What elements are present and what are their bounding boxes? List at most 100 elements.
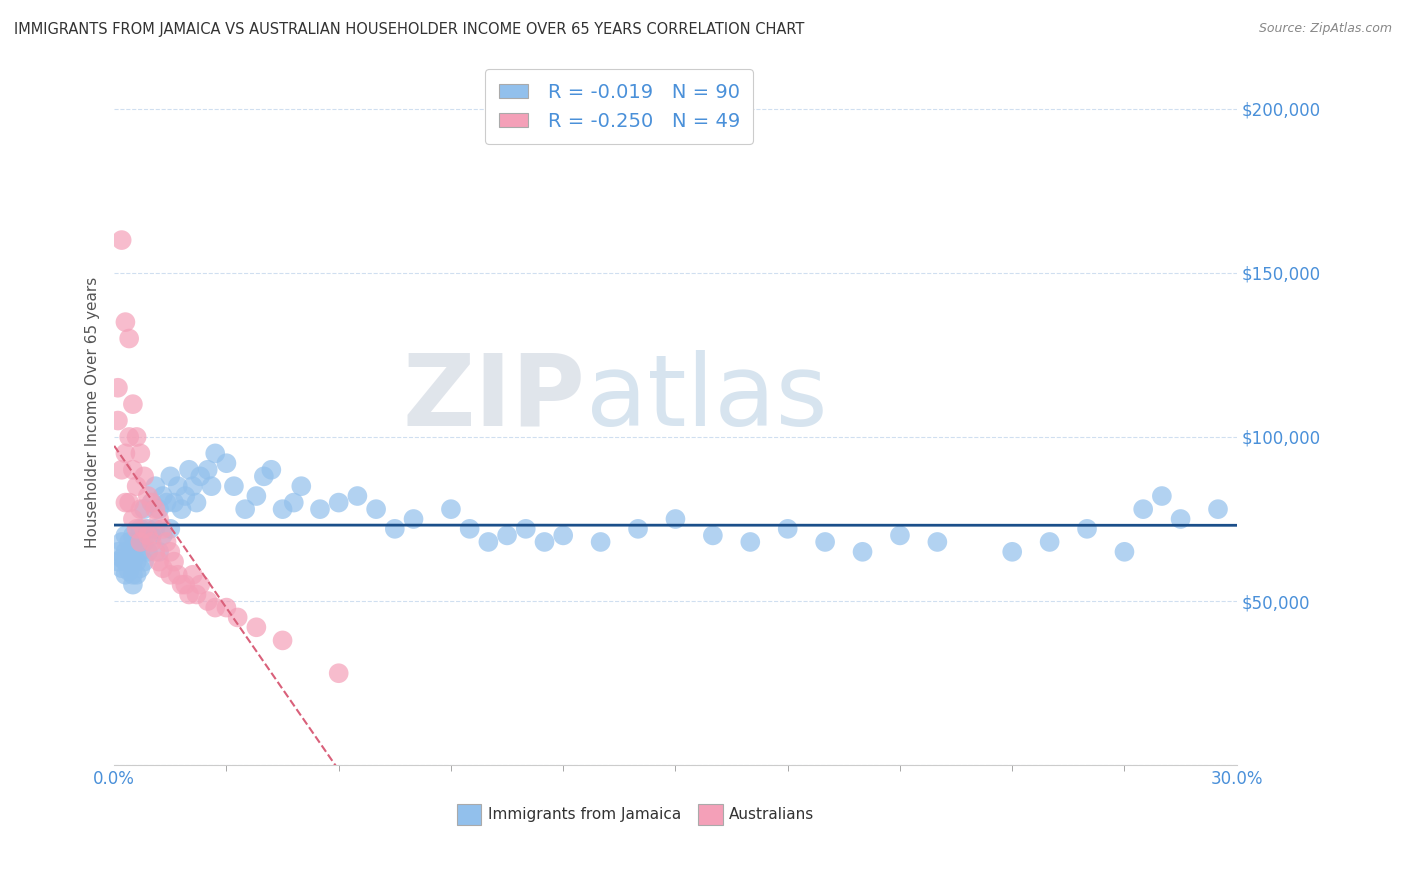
Point xyxy=(118,430,141,444)
Point xyxy=(664,512,686,526)
Point xyxy=(136,522,159,536)
Point xyxy=(107,555,129,569)
Point xyxy=(1170,512,1192,526)
Point xyxy=(125,430,148,444)
Point xyxy=(188,469,211,483)
Point xyxy=(122,397,145,411)
Point xyxy=(163,495,186,509)
Point xyxy=(134,535,156,549)
Point xyxy=(226,610,249,624)
Point xyxy=(245,489,267,503)
Point xyxy=(200,479,222,493)
Point xyxy=(111,233,134,247)
Point xyxy=(143,502,166,516)
Point xyxy=(125,479,148,493)
Point xyxy=(215,600,238,615)
Point xyxy=(188,577,211,591)
Point xyxy=(496,528,519,542)
Point xyxy=(776,522,799,536)
Point xyxy=(328,495,350,509)
Point xyxy=(111,551,134,566)
Legend: R = -0.019   N = 90, R = -0.250   N = 49: R = -0.019 N = 90, R = -0.250 N = 49 xyxy=(485,70,754,145)
Point xyxy=(166,567,188,582)
Point xyxy=(159,545,181,559)
Point xyxy=(125,538,148,552)
Point xyxy=(553,528,575,542)
Point xyxy=(384,522,406,536)
Bar xyxy=(457,804,481,825)
Point xyxy=(118,565,141,579)
Point xyxy=(129,535,152,549)
Point xyxy=(174,577,197,591)
Point xyxy=(148,512,170,526)
Point xyxy=(627,522,650,536)
Point xyxy=(114,567,136,582)
Point xyxy=(702,528,724,542)
Point xyxy=(1114,545,1136,559)
Point xyxy=(107,413,129,427)
Point xyxy=(152,522,174,536)
Point xyxy=(402,512,425,526)
Point xyxy=(134,469,156,483)
Text: Australians: Australians xyxy=(730,807,814,822)
Point xyxy=(440,502,463,516)
Point xyxy=(170,502,193,516)
Point xyxy=(1001,545,1024,559)
Point xyxy=(114,495,136,509)
Point xyxy=(458,522,481,536)
Point xyxy=(129,545,152,559)
Text: ZIP: ZIP xyxy=(402,350,586,447)
Point xyxy=(122,577,145,591)
Point xyxy=(927,535,949,549)
Point xyxy=(152,561,174,575)
Point xyxy=(515,522,537,536)
Point xyxy=(107,381,129,395)
Point xyxy=(245,620,267,634)
Point xyxy=(118,535,141,549)
Point xyxy=(125,567,148,582)
Point xyxy=(1076,522,1098,536)
Point xyxy=(148,545,170,559)
Point xyxy=(174,489,197,503)
Point xyxy=(197,594,219,608)
Point xyxy=(111,463,134,477)
Point xyxy=(851,545,873,559)
Point xyxy=(152,489,174,503)
Text: IMMIGRANTS FROM JAMAICA VS AUSTRALIAN HOUSEHOLDER INCOME OVER 65 YEARS CORRELATI: IMMIGRANTS FROM JAMAICA VS AUSTRALIAN HO… xyxy=(14,22,804,37)
Point xyxy=(253,469,276,483)
Point xyxy=(204,600,226,615)
Point xyxy=(740,535,762,549)
Point xyxy=(283,495,305,509)
Point xyxy=(136,545,159,559)
Point xyxy=(177,587,200,601)
Point xyxy=(141,495,163,509)
Point xyxy=(148,502,170,516)
Point xyxy=(170,577,193,591)
Point xyxy=(328,666,350,681)
Point xyxy=(122,528,145,542)
Point xyxy=(309,502,332,516)
Point xyxy=(159,469,181,483)
Point xyxy=(166,479,188,493)
Point xyxy=(186,587,208,601)
Point xyxy=(134,522,156,536)
Point xyxy=(125,555,148,569)
Point xyxy=(290,479,312,493)
Point xyxy=(122,512,145,526)
Point xyxy=(181,567,204,582)
Point xyxy=(204,446,226,460)
Point xyxy=(141,528,163,542)
Point xyxy=(129,502,152,516)
Point xyxy=(197,463,219,477)
Point xyxy=(181,479,204,493)
Point xyxy=(346,489,368,503)
Point xyxy=(177,463,200,477)
Point xyxy=(889,528,911,542)
Point xyxy=(141,535,163,549)
Point xyxy=(134,555,156,569)
Point xyxy=(111,561,134,575)
Text: Source: ZipAtlas.com: Source: ZipAtlas.com xyxy=(1258,22,1392,36)
Text: Immigrants from Jamaica: Immigrants from Jamaica xyxy=(488,807,682,822)
Point xyxy=(143,479,166,493)
Point xyxy=(111,535,134,549)
